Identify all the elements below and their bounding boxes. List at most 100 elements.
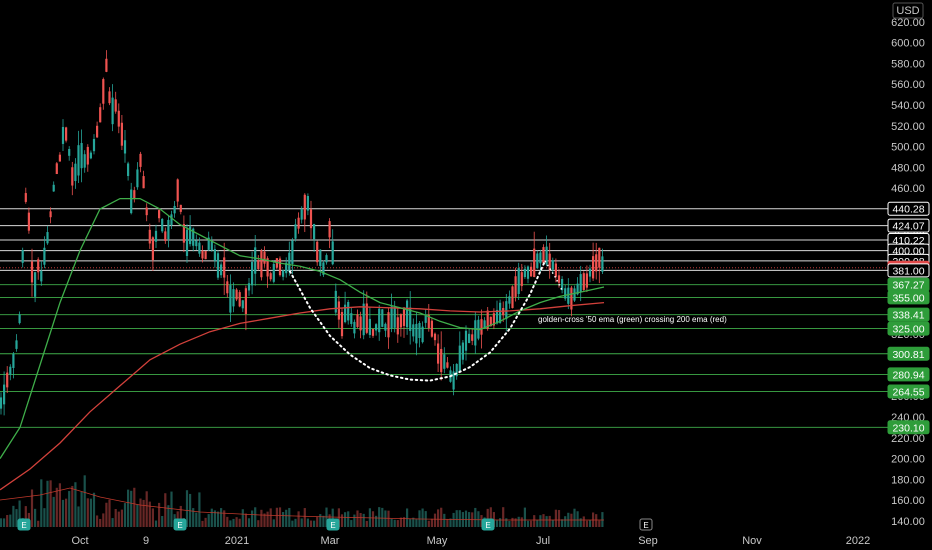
volume-bar <box>297 511 300 527</box>
candle-body <box>350 313 353 324</box>
volume-bar <box>542 514 545 527</box>
volume-bar <box>446 519 449 527</box>
ema-lines <box>0 197 605 521</box>
volume-bar <box>530 520 533 527</box>
candle-body <box>313 224 316 240</box>
volume-bar <box>251 510 254 527</box>
golden-cross-annotation: golden-cross '50 ema (green) crossing 20… <box>538 315 727 324</box>
volume-bar <box>254 507 257 527</box>
price-badge-325-00[interactable]: 325.00 <box>887 321 930 336</box>
price-badge-300-81[interactable]: 300.81 <box>887 346 930 361</box>
volume-bar <box>384 510 387 527</box>
earnings-marker-label: E <box>485 521 490 530</box>
volume-bar <box>99 518 102 527</box>
candle-body <box>523 268 526 278</box>
price-badge-label: 280.94 <box>892 369 924 381</box>
volume-bar <box>266 511 269 527</box>
y-tick-label: 540.00 <box>891 100 925 112</box>
volume-bar <box>77 506 80 527</box>
candle-body <box>368 318 371 335</box>
price-badge-230-10[interactable]: 230.10 <box>887 420 930 435</box>
price-badge-box <box>887 218 930 233</box>
candle-body <box>170 214 173 226</box>
volume-bar <box>452 512 455 527</box>
volume-bar <box>34 508 37 527</box>
volume-bar <box>133 487 136 527</box>
volume-bar <box>294 518 297 527</box>
volume-bar <box>89 498 92 527</box>
volume-bar <box>210 508 213 527</box>
volume-bar <box>244 513 247 527</box>
candle-body <box>340 312 344 337</box>
candle-body <box>331 241 334 265</box>
y-tick-label: 140.00 <box>891 516 925 528</box>
candle-body <box>257 260 260 269</box>
volume-bar <box>278 507 282 527</box>
volume-bar <box>114 509 117 527</box>
candle-body <box>588 268 592 277</box>
candle-body <box>127 163 130 177</box>
price-badge-264-55[interactable]: 264.55 <box>887 384 930 399</box>
earnings-marker: E <box>173 518 187 531</box>
x-tick-label: May <box>427 535 448 547</box>
volume-bar <box>282 512 285 527</box>
candle-body <box>6 372 9 388</box>
candle-body <box>384 323 387 331</box>
volume-bar <box>489 507 492 527</box>
candle-body <box>592 256 595 279</box>
price-badge-338-41[interactable]: 338.41 <box>887 307 930 322</box>
candle-body <box>356 314 359 327</box>
volume-bar <box>409 518 412 527</box>
price-badge-label: 325.00 <box>892 324 924 336</box>
volume-bar <box>375 515 378 527</box>
candle-body <box>83 154 86 168</box>
price-badge-280-94[interactable]: 280.94 <box>887 367 930 382</box>
volume-bar <box>381 507 384 527</box>
price-badge-box <box>887 420 930 435</box>
volume-bar <box>142 499 145 527</box>
candle-body <box>294 224 297 239</box>
candle-body <box>266 258 269 277</box>
price-badge-440-28[interactable]: 440.28 <box>887 201 930 216</box>
x-axis: Oct 9 2021 Mar May Jul Sep Nov 2022 <box>71 535 870 547</box>
candle-body <box>80 143 83 169</box>
volume-bar <box>151 508 154 527</box>
volume-bar <box>406 508 409 527</box>
volume-bar <box>585 520 588 527</box>
candle-body <box>111 97 114 125</box>
volume-bar <box>164 493 167 527</box>
price-badges[interactable]: 440.28424.07410.22400.00390.08383.47381.… <box>887 201 930 435</box>
x-tick-label: Sep <box>638 535 658 547</box>
x-tick-label: Jul <box>536 535 550 547</box>
volume-bar <box>71 485 74 527</box>
currency-label[interactable]: USD <box>892 2 924 19</box>
volume-bar <box>356 510 359 527</box>
candle-body <box>480 319 483 335</box>
cup-handle-pattern <box>289 260 564 382</box>
candle-body <box>579 274 582 292</box>
price-badge-381-00[interactable]: 381.00 <box>887 263 930 278</box>
volume-bar <box>536 520 539 527</box>
volume-bar <box>390 518 393 527</box>
volume-bar <box>359 512 362 527</box>
candle-body <box>133 190 136 200</box>
candle-body <box>145 207 148 216</box>
volume-bar <box>458 510 461 527</box>
candle-body <box>142 176 145 189</box>
volume-bar <box>316 516 319 527</box>
candle-body <box>362 303 365 336</box>
candle-body <box>545 246 548 265</box>
price-badge-355-00[interactable]: 355.00 <box>887 290 930 305</box>
candle-body <box>412 324 415 337</box>
candle-body <box>269 273 272 280</box>
candle-body <box>437 343 440 364</box>
volume-bar <box>313 520 316 527</box>
candle-body <box>195 240 198 247</box>
volume-bar <box>6 515 9 527</box>
volume-bar <box>564 516 567 527</box>
y-tick-label: 200.00 <box>891 454 925 466</box>
candle-body <box>325 255 328 263</box>
price-badge-424-07[interactable]: 424.07 <box>887 218 930 233</box>
price-badge-367-27[interactable]: 367.27 <box>887 277 930 292</box>
